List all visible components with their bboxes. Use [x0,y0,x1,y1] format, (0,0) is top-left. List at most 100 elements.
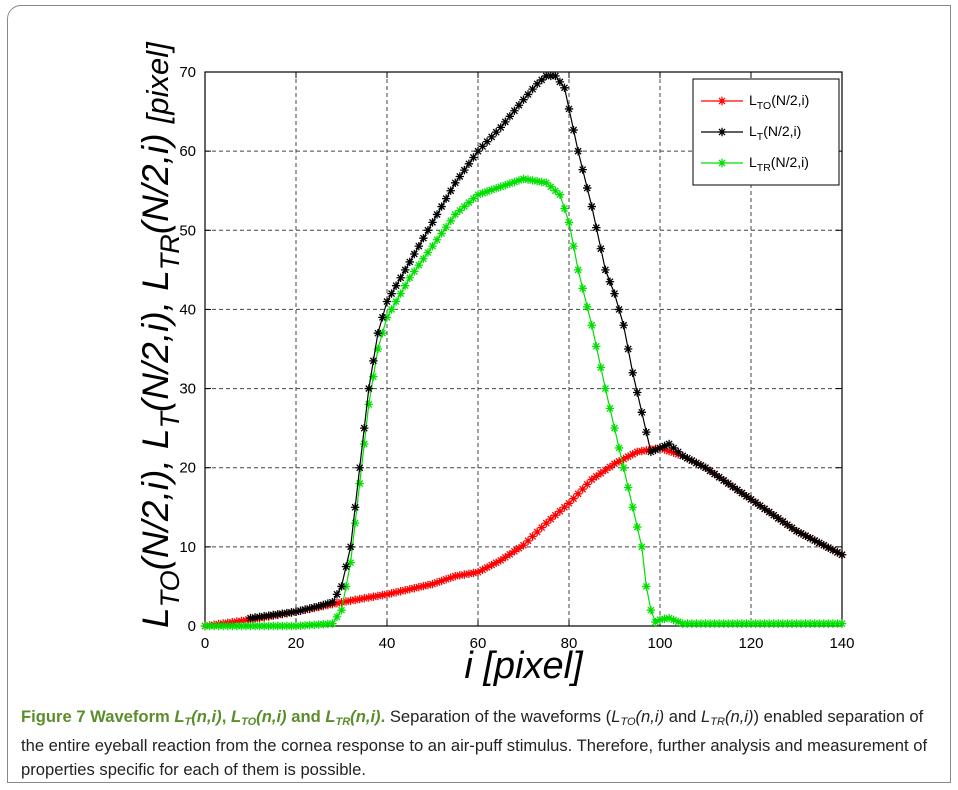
series-marker [592,223,601,232]
series-marker [787,523,797,533]
series-marker [337,582,346,591]
series-marker [542,178,551,187]
series-marker [501,117,510,127]
legend-swatch-marker [717,96,727,106]
series-marker [214,621,223,631]
series-marker [296,606,305,615]
series-marker [514,544,524,553]
series-marker [755,619,765,628]
text-part-1: TR [757,162,771,174]
series-marker [596,469,606,478]
series-marker [501,553,510,562]
series-marker [796,529,806,538]
series-marker [410,249,419,259]
caption-sep-1: , [221,707,227,726]
series-marker [341,582,351,591]
legend-swatch-marker [717,127,727,137]
series-marker [587,202,596,211]
series-marker [278,609,287,618]
series-marker [323,619,333,629]
series-marker [810,619,819,628]
series-marker [432,210,442,219]
series-marker [815,538,824,548]
series-marker [578,284,587,293]
series-marker [432,578,442,587]
series-marker [724,619,733,628]
series-marker [751,498,760,507]
series-marker [273,621,282,631]
series-marker [837,619,847,628]
series-marker [755,501,765,510]
series-marker [273,610,282,619]
series-marker [437,229,446,238]
series-marker [664,613,674,623]
series-marker [387,305,396,314]
series-marker [355,479,364,488]
series-marker [341,562,351,571]
series-marker [819,541,828,550]
series-marker [350,503,360,512]
series-marker [728,482,737,491]
caption-text-wf2-args: (n,i) [635,707,665,726]
series-marker [396,587,405,596]
series-marker [660,441,669,451]
series-marker [360,439,369,449]
series-marker [687,619,697,628]
series-marker [469,568,478,578]
series-marker [573,146,583,156]
series-marker [769,511,778,520]
series-marker [833,548,842,557]
series-marker [683,619,692,628]
series-marker [578,165,587,174]
series-marker [601,265,610,275]
series-marker [792,619,801,628]
text-part-1: TO [155,570,185,607]
series-marker [514,101,524,110]
x-tick-label: 60 [470,635,487,652]
series-marker [628,368,637,377]
series-marker [583,480,592,489]
series-marker [401,281,410,290]
series-marker [719,476,728,485]
series-marker [569,125,578,135]
series-marker [364,384,373,393]
series-marker [219,621,228,631]
series-marker [787,619,797,628]
series-marker [469,194,478,203]
series-marker [592,342,601,351]
series-marker [482,563,492,572]
series-marker [696,619,706,628]
series-marker [669,448,678,457]
series-marker [464,159,474,169]
series-marker [523,175,533,184]
series-marker [710,619,719,628]
series-marker [569,241,578,251]
caption-sep-2: and [291,707,321,726]
series-marker [369,592,378,601]
series-marker [783,520,792,529]
series-marker [642,446,651,455]
series-marker [733,619,742,628]
series-marker [391,281,401,290]
series-marker [246,621,255,631]
series-marker [560,503,569,512]
series-marker [446,573,455,582]
series-marker [560,204,569,213]
series-marker [287,608,296,617]
series-marker [300,605,310,614]
series-marker [405,273,414,282]
x-tick-label: 20 [288,635,305,652]
series-marker [319,600,328,610]
series-marker [510,547,519,556]
series-marker [705,619,715,628]
series-marker [441,194,451,203]
series-marker [364,593,373,602]
series-marker [391,297,401,306]
series-marker [660,614,669,624]
legend-marker [717,96,727,106]
series-marker [487,132,496,142]
series-marker [778,619,788,628]
series-marker [401,586,410,595]
legend-marker [717,127,727,137]
series-marker [614,443,624,453]
